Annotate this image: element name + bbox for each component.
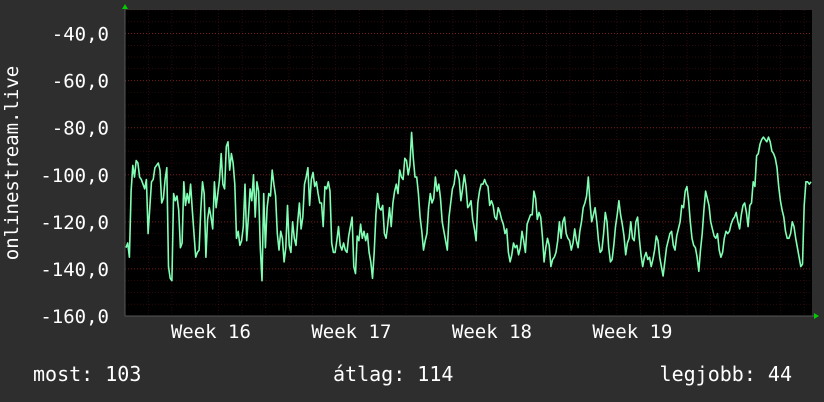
x-axis-arrow [814,313,819,319]
footer-average-value: átlag: 114 [333,362,454,386]
y-tick-label: -80,0 [52,118,109,140]
grid [124,6,816,317]
footer-best-value: legjobb: 44 [659,362,792,386]
x-tick-label: Week 19 [592,321,672,343]
y-axis-arrow [122,4,128,9]
axis-arrows [122,4,819,319]
plot-background [125,10,812,316]
y-tick-label: -140,0 [40,259,109,281]
series-path [125,131,812,282]
y-tick-label: -60,0 [52,71,109,93]
y-tick-label: -100,0 [40,165,109,187]
x-tick-label: Week 17 [311,321,391,343]
y-axis-title: onlinestream.live [1,66,23,260]
series-line [125,131,812,282]
tick-labels: -40,0 -60,0 -80,0 -100,0 -120,0 -140,0 -160,0 W… [40,24,672,343]
y-tick-label: -120,0 [40,212,109,234]
y-tick-label: -40,0 [52,24,109,46]
x-tick-label: Week 18 [452,321,532,343]
footer-current-value: most: 103 [33,362,142,386]
x-tick-label: Week 16 [171,321,251,343]
y-tick-label: -160,0 [40,306,109,328]
